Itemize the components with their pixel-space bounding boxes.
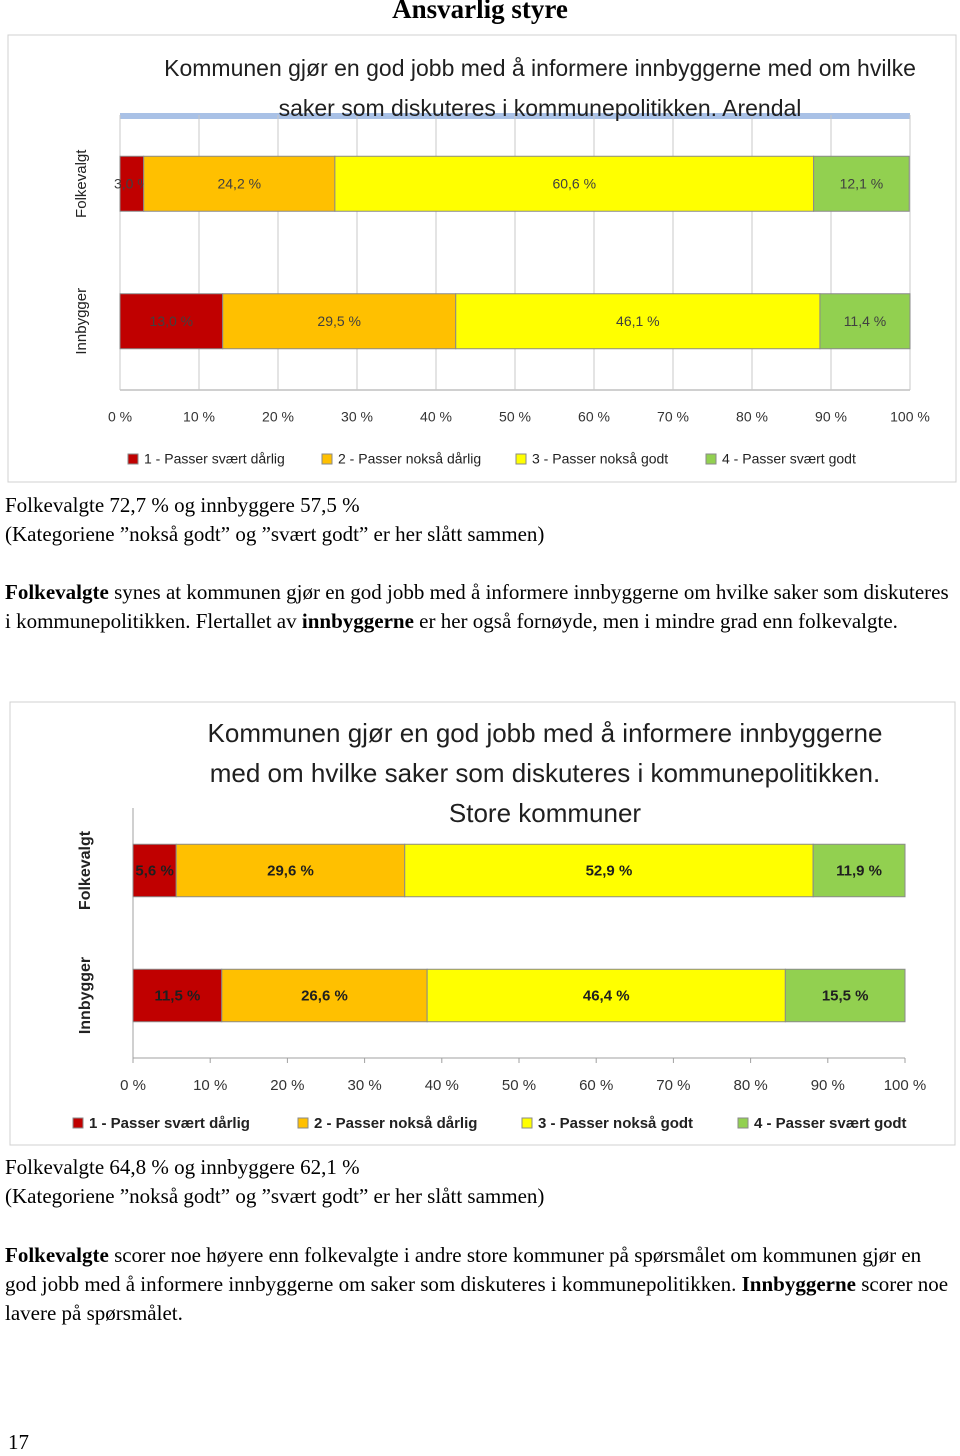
data-label: 24,2 % bbox=[217, 175, 261, 191]
x-tick-label: 50 % bbox=[499, 409, 531, 425]
bar-segment bbox=[119, 293, 224, 350]
data-label: 13,0 % bbox=[150, 313, 194, 329]
data-label: 5,6 % bbox=[135, 862, 173, 879]
x-tick-label: 40 % bbox=[420, 409, 452, 425]
legend-swatch bbox=[737, 1117, 749, 1129]
x-tick-label: 90 % bbox=[815, 409, 847, 425]
x-tick-label: 100 % bbox=[890, 409, 930, 425]
x-tick-label: 70 % bbox=[656, 1077, 690, 1094]
text: scorer noe lavere på spørsmålet. bbox=[5, 1272, 954, 1325]
x-tick-label: 10 % bbox=[183, 409, 215, 425]
bar-segment bbox=[813, 155, 910, 212]
paragraph: Folkevalgte scorer noe høyere enn folkev… bbox=[5, 1241, 950, 1328]
category-label: Innbygger bbox=[73, 288, 90, 355]
bar-segment bbox=[175, 843, 406, 898]
bar-segment bbox=[132, 843, 177, 898]
bar-segment bbox=[221, 968, 428, 1023]
page-title: Ansvarlig styre bbox=[392, 0, 568, 24]
legend-label: 4 - Passer svært godt bbox=[754, 1115, 907, 1132]
x-tick-label: 30 % bbox=[347, 1077, 381, 1094]
x-tick-label: 100 % bbox=[884, 1077, 927, 1094]
chart-frame bbox=[7, 34, 957, 483]
data-label: 11,9 % bbox=[836, 862, 882, 879]
category-label: Folkevalgt bbox=[73, 149, 90, 218]
legend-swatch bbox=[321, 453, 333, 465]
bar-segment bbox=[404, 843, 814, 898]
x-tick-label: 80 % bbox=[736, 409, 768, 425]
text: er her også fornøyde, men i mindre grad … bbox=[413, 609, 898, 633]
x-tick-label: 30 % bbox=[341, 409, 373, 425]
legend-label: 2 - Passer nokså dårlig bbox=[314, 1115, 477, 1132]
summary-line: Folkevalgte 64,8 % og innbyggere 62,1 % bbox=[5, 1155, 360, 1179]
legend-label: 2 - Passer nokså dårlig bbox=[338, 451, 481, 467]
legend-label: 1 - Passer svært dårlig bbox=[89, 1115, 250, 1132]
text: scorer noe høyere enn folkevalgte i andr… bbox=[5, 1243, 927, 1296]
legend-swatch bbox=[72, 1117, 84, 1129]
data-label: 60,6 % bbox=[552, 175, 596, 191]
legend-swatch bbox=[521, 1117, 533, 1129]
x-tick-label: 90 % bbox=[811, 1077, 845, 1094]
x-tick-label: 40 % bbox=[425, 1077, 459, 1094]
data-label: 29,5 % bbox=[317, 313, 361, 329]
bold-text: Folkevalgte bbox=[5, 1243, 109, 1267]
data-label: 29,6 % bbox=[267, 862, 314, 879]
data-label: 52,9 % bbox=[586, 862, 633, 879]
bar-segment bbox=[819, 293, 911, 350]
bar-segment bbox=[143, 155, 336, 212]
x-tick-label: 10 % bbox=[193, 1077, 227, 1094]
bar-segment bbox=[334, 155, 815, 212]
data-label: 3,0 % bbox=[114, 175, 150, 191]
chart-title: Kommunen gjør en god jobb med å informer… bbox=[164, 55, 916, 121]
data-label: 12,1 % bbox=[840, 175, 884, 191]
category-label: Folkevalgt bbox=[77, 830, 94, 910]
legend-label: 1 - Passer svært dårlig bbox=[144, 451, 285, 467]
data-label: 46,1 % bbox=[616, 313, 660, 329]
legend-swatch bbox=[515, 453, 527, 465]
data-label: 46,4 % bbox=[583, 987, 630, 1004]
x-tick-label: 50 % bbox=[502, 1077, 536, 1094]
bar-segment bbox=[426, 968, 786, 1023]
bar-segment bbox=[784, 968, 906, 1023]
x-tick-label: 0 % bbox=[108, 409, 132, 425]
legend-swatch bbox=[705, 453, 717, 465]
bar-segment bbox=[812, 843, 906, 898]
bold-text: innbyggerne bbox=[301, 609, 414, 633]
summary-line: Folkevalgte 72,7 % og innbyggere 57,5 % bbox=[5, 493, 360, 517]
data-label: 11,5 % bbox=[154, 987, 200, 1004]
bar-segment bbox=[455, 293, 821, 350]
chart-title: Kommunen gjør en god jobb med å informer… bbox=[207, 718, 883, 828]
legend-swatch bbox=[127, 453, 139, 465]
x-tick-label: 60 % bbox=[578, 409, 610, 425]
category-label: Innbygger bbox=[77, 957, 94, 1034]
data-label: 26,6 % bbox=[301, 987, 348, 1004]
data-label: 11,4 % bbox=[844, 313, 887, 329]
chart-frame bbox=[9, 701, 956, 1146]
bar-segment bbox=[132, 968, 223, 1023]
legend-label: 3 - Passer nokså godt bbox=[538, 1115, 693, 1132]
x-tick-label: 20 % bbox=[270, 1077, 304, 1094]
legend-label: 4 - Passer svært godt bbox=[722, 451, 856, 467]
page-number: 17 bbox=[8, 1430, 29, 1454]
paragraph: Folkevalgte synes at kommunen gjør en go… bbox=[5, 578, 950, 636]
x-tick-label: 70 % bbox=[657, 409, 689, 425]
data-label: 15,5 % bbox=[822, 987, 869, 1004]
x-tick-label: 60 % bbox=[579, 1077, 613, 1094]
x-tick-label: 20 % bbox=[262, 409, 294, 425]
legend-swatch bbox=[297, 1117, 309, 1129]
text: synes at kommunen gjør en god jobb med å… bbox=[5, 580, 954, 633]
summary-line: (Kategoriene ”nokså godt” og ”svært godt… bbox=[5, 522, 545, 546]
bold-text: Innbyggerne bbox=[741, 1272, 856, 1296]
x-tick-label: 0 % bbox=[120, 1077, 146, 1094]
x-tick-label: 80 % bbox=[733, 1077, 767, 1094]
legend-label: 3 - Passer nokså godt bbox=[532, 451, 668, 467]
summary-line: (Kategoriene ”nokså godt” og ”svært godt… bbox=[5, 1184, 545, 1208]
bold-text: Folkevalgte bbox=[5, 580, 109, 604]
